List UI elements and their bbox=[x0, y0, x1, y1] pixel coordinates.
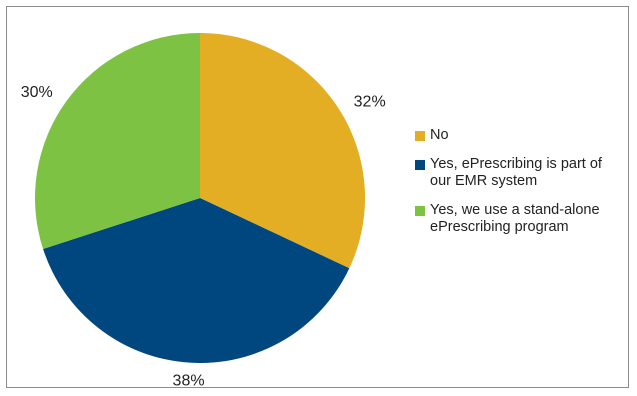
legend-swatch-emr bbox=[415, 160, 425, 170]
legend-item-emr: Yes, ePrescribing is part of our EMR sys… bbox=[415, 156, 625, 190]
legend-label-emr: Yes, ePrescribing is part of our EMR sys… bbox=[430, 156, 625, 190]
legend-label-standalone: Yes, we use a stand-alone ePrescribing p… bbox=[430, 202, 625, 236]
legend-label-no: No bbox=[430, 127, 625, 144]
chart-legend: No Yes, ePrescribing is part of our EMR … bbox=[415, 127, 625, 248]
pie-label-no: 32% bbox=[354, 93, 386, 110]
legend-item-no: No bbox=[415, 127, 625, 144]
pie-label-emr: 38% bbox=[173, 373, 205, 390]
legend-item-standalone: Yes, we use a stand-alone ePrescribing p… bbox=[415, 202, 625, 236]
legend-swatch-standalone bbox=[415, 206, 425, 216]
pie-slices bbox=[35, 33, 365, 363]
pie-label-standalone: 30% bbox=[21, 84, 53, 101]
legend-swatch-no bbox=[415, 131, 425, 141]
